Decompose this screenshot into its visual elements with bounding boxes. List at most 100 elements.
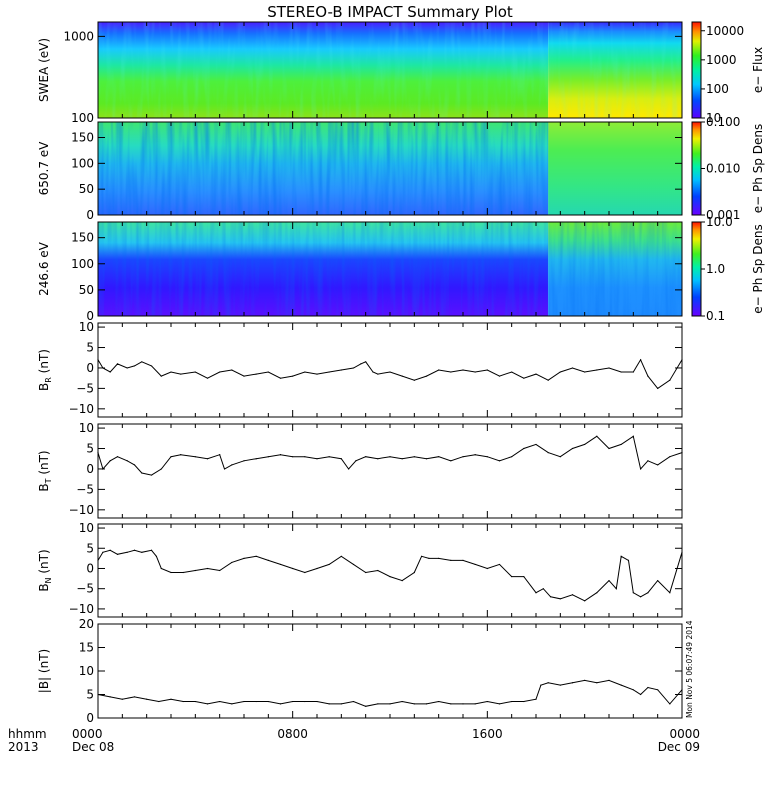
data-point xyxy=(498,460,501,462)
data-point xyxy=(438,369,440,371)
data-point xyxy=(267,456,269,458)
data-point xyxy=(498,563,501,566)
data-point xyxy=(292,375,294,377)
data-point xyxy=(316,700,318,703)
data-point xyxy=(133,549,136,551)
data-point xyxy=(279,454,282,456)
data-point xyxy=(559,371,561,373)
data-point xyxy=(540,684,542,686)
y-axis-label: SWEA (eV) xyxy=(37,38,51,102)
data-point xyxy=(109,371,111,373)
data-point xyxy=(401,580,403,582)
data-point xyxy=(365,571,367,574)
data-point xyxy=(146,698,148,700)
y-tick-label: 5 xyxy=(86,688,94,702)
data-point xyxy=(640,359,642,361)
data-point xyxy=(620,371,622,373)
series-line xyxy=(97,549,683,602)
colorbar-label: e− Ph Sp Dens xyxy=(751,124,765,213)
data-point xyxy=(348,468,350,470)
data-point xyxy=(559,456,561,458)
data-point xyxy=(328,371,330,373)
data-point xyxy=(194,456,196,458)
y-axis-label-subscript: R xyxy=(44,377,53,383)
data-point xyxy=(158,700,160,703)
data-point xyxy=(126,367,128,369)
data-point xyxy=(615,588,617,590)
data-point xyxy=(413,456,415,458)
data-point xyxy=(304,700,306,703)
data-point xyxy=(413,703,415,705)
data-point xyxy=(547,379,549,381)
data-point xyxy=(243,460,245,462)
data-point xyxy=(255,555,257,557)
y-tick-label: 150 xyxy=(71,131,94,145)
data-point xyxy=(243,700,245,703)
data-point xyxy=(194,700,196,703)
y-tick-label: 5 xyxy=(86,341,94,355)
data-point xyxy=(231,703,233,705)
data-point xyxy=(109,460,111,462)
colorbar-tick-label: 10 xyxy=(706,111,721,125)
data-point xyxy=(360,363,362,365)
y-tick-label: 20 xyxy=(79,617,94,631)
time-tick-label: 1600 xyxy=(472,727,503,741)
y-tick-label: 100 xyxy=(71,111,94,125)
y-tick-label: 150 xyxy=(71,231,94,245)
data-point xyxy=(316,458,318,460)
date-tick-label: Dec 08 xyxy=(72,740,114,754)
data-point xyxy=(511,456,513,458)
data-point xyxy=(608,447,610,450)
panel-pad650: 0 50 100 150 650.7 eV 0.001 0.010 0.100 e− Ph Sp… xyxy=(37,115,765,222)
y-axis-label: BR (nT) xyxy=(37,349,53,391)
y-tick-label: −10 xyxy=(69,402,94,416)
panel-br: −10 −5 0 5 10 BR (nT) xyxy=(37,320,683,418)
colorbar-tick-label: 10000 xyxy=(706,24,744,38)
data-point xyxy=(219,454,221,456)
panel-pad246: 0 50 100 150 246.6 eV 0.1 1.0 10.0 e− Ph Sp Dens xyxy=(37,215,765,323)
y-tick-label: 5 xyxy=(86,442,94,456)
data-point xyxy=(102,551,104,553)
data-point xyxy=(511,700,513,703)
y-axis-label-main: B xyxy=(37,483,51,491)
data-point xyxy=(584,371,586,373)
y-tick-label: −10 xyxy=(69,503,94,517)
data-point xyxy=(180,454,182,456)
data-point xyxy=(116,553,119,555)
data-point xyxy=(462,703,464,705)
y-tick-label: 0 xyxy=(86,561,94,575)
data-point xyxy=(182,700,184,703)
data-point xyxy=(571,447,574,450)
colorbar-tick-label: 0.1 xyxy=(706,309,725,323)
data-point xyxy=(365,361,367,363)
data-point xyxy=(155,555,157,557)
data-point xyxy=(255,700,257,703)
data-point xyxy=(377,703,379,705)
data-point xyxy=(116,456,119,458)
data-point xyxy=(141,551,143,553)
data-point xyxy=(340,555,342,557)
data-point xyxy=(669,379,671,381)
y-axis-label-unit: (nT) xyxy=(37,549,51,577)
data-point xyxy=(647,460,649,462)
panel-bn: −10 −5 0 5 10 BN (nT) xyxy=(37,521,683,618)
data-point xyxy=(647,592,649,594)
corner-label-hhmm: hhmm xyxy=(8,727,47,741)
data-point xyxy=(627,559,630,561)
data-point xyxy=(133,464,136,466)
data-point xyxy=(571,594,574,596)
y-axis-label-subscript: T xyxy=(44,478,53,484)
data-point xyxy=(462,456,464,458)
data-point xyxy=(170,371,172,373)
data-point xyxy=(632,435,634,437)
data-point xyxy=(316,567,318,570)
y-tick-label: 1000 xyxy=(63,29,94,43)
data-point xyxy=(365,456,367,458)
y-axis-label-main: SWEA (eV) xyxy=(37,38,51,102)
data-point xyxy=(126,460,128,462)
data-point xyxy=(647,686,649,689)
data-point xyxy=(206,458,209,460)
data-point xyxy=(340,458,342,460)
